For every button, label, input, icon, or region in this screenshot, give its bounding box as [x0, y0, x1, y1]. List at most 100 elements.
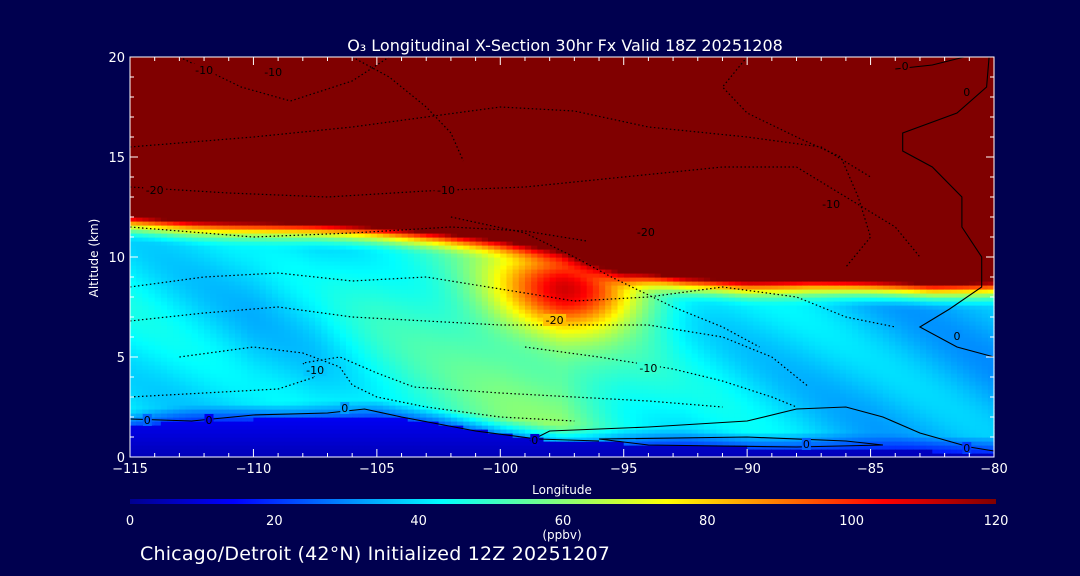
heatmap-cell [278, 429, 285, 434]
heatmap-cell [247, 405, 255, 410]
heatmap-cell [148, 341, 156, 346]
heatmap-cell [346, 233, 353, 238]
heatmap-cell [401, 337, 409, 342]
heatmap-cell [197, 225, 205, 230]
heatmap-cell [253, 449, 261, 454]
heatmap-cell [265, 381, 273, 386]
heatmap-cell [370, 405, 378, 410]
heatmap-cell [185, 125, 193, 130]
heatmap-cell [222, 157, 230, 162]
heatmap-cell [259, 209, 267, 214]
heatmap-cell [290, 365, 298, 370]
heatmap-cell [339, 145, 347, 150]
heatmap-cell [432, 209, 440, 214]
heatmap-cell [426, 281, 433, 286]
heatmap-cell [364, 77, 372, 82]
heatmap-cell [197, 157, 205, 162]
heatmap-cell [210, 357, 217, 362]
heatmap-cell [185, 265, 193, 270]
heatmap-cell [389, 397, 396, 402]
heatmap-cell [204, 369, 211, 374]
heatmap-cell [315, 429, 322, 434]
heatmap-cell [376, 325, 384, 330]
heatmap-cell [401, 149, 409, 154]
heatmap-cell [296, 133, 304, 138]
heatmap-cell [333, 349, 341, 354]
heatmap-cell [241, 201, 248, 206]
heatmap-cell [204, 429, 211, 434]
heatmap-cell [160, 313, 168, 318]
heatmap-cell [160, 113, 168, 118]
heatmap-cell [136, 337, 143, 342]
heatmap-cell [321, 165, 329, 170]
heatmap-cell [191, 153, 199, 158]
heatmap-cell [290, 129, 298, 134]
heatmap-cell [160, 133, 168, 138]
heatmap-cell [383, 93, 390, 98]
heatmap-cell [130, 357, 137, 362]
heatmap-cell [204, 109, 211, 114]
heatmap-cell [290, 277, 298, 282]
heatmap-cell [222, 161, 230, 166]
heatmap-cell [333, 89, 341, 94]
heatmap-cell [339, 429, 347, 434]
heatmap-cell [358, 233, 366, 238]
heatmap-cell [426, 437, 433, 442]
heatmap-cell [136, 149, 143, 154]
heatmap-cell [185, 137, 193, 142]
heatmap-cell [179, 189, 187, 194]
heatmap-cell [228, 241, 236, 246]
heatmap-cell [426, 225, 433, 230]
heatmap-cell [413, 173, 421, 178]
heatmap-cell [241, 453, 248, 458]
heatmap-cell [383, 221, 390, 226]
heatmap-cell [389, 109, 396, 114]
heatmap-cell [253, 417, 261, 422]
heatmap-cell [284, 229, 292, 234]
heatmap-cell [333, 253, 341, 258]
heatmap-cell [321, 433, 329, 438]
heatmap-cell [315, 433, 322, 438]
heatmap-cell [271, 185, 279, 190]
heatmap-cell [197, 149, 205, 154]
heatmap-cell [234, 425, 242, 430]
heatmap-cell [271, 429, 279, 434]
heatmap-cell [228, 449, 236, 454]
heatmap-cell [191, 373, 199, 378]
heatmap-cell [395, 317, 403, 322]
heatmap-cell [204, 441, 211, 446]
heatmap-cell [228, 105, 236, 110]
heatmap-cell [407, 305, 415, 310]
heatmap-cell [315, 161, 322, 166]
heatmap-cell [234, 309, 242, 314]
heatmap-cell [204, 373, 211, 378]
heatmap-cell [167, 269, 174, 274]
heatmap-cell [327, 253, 335, 258]
heatmap-cell [241, 181, 248, 186]
heatmap-cell [284, 117, 292, 122]
heatmap-cell [432, 169, 440, 174]
heatmap-cell [271, 85, 279, 90]
heatmap-cell [130, 169, 137, 174]
heatmap-cell [148, 129, 156, 134]
heatmap-cell [179, 453, 187, 458]
heatmap-cell [136, 213, 143, 218]
heatmap-cell [432, 89, 440, 94]
heatmap-cell [259, 205, 267, 210]
heatmap-cell [358, 241, 366, 246]
heatmap-cell [173, 57, 180, 62]
heatmap-cell [284, 105, 292, 110]
heatmap-cell [383, 225, 390, 230]
heatmap-cell [179, 201, 187, 206]
heatmap-cell [352, 369, 359, 374]
heatmap-cell [204, 93, 211, 98]
heatmap-cell [197, 449, 205, 454]
heatmap-cell [407, 261, 415, 266]
heatmap-cell [241, 297, 248, 302]
heatmap-cell [160, 69, 168, 74]
heatmap-cell [185, 269, 193, 274]
heatmap-cell [271, 177, 279, 182]
heatmap-cell [376, 285, 384, 290]
heatmap-cell [148, 113, 156, 118]
heatmap-cell [173, 409, 180, 414]
